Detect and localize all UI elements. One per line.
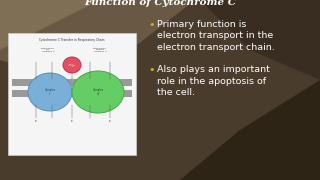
Polygon shape <box>0 0 100 50</box>
Text: Cytochrome
Oxidase
Complex IV: Cytochrome Oxidase Complex IV <box>93 48 107 52</box>
Ellipse shape <box>72 71 124 113</box>
Ellipse shape <box>63 57 81 73</box>
Polygon shape <box>200 0 320 80</box>
Bar <box>12 90 132 97</box>
Text: the cell.: the cell. <box>157 88 195 97</box>
Text: Also plays an important: Also plays an important <box>157 65 270 74</box>
Text: Complex
III: Complex III <box>44 88 56 96</box>
Text: e-: e- <box>108 119 111 123</box>
Text: Complex
IV: Complex IV <box>92 88 104 96</box>
Text: electron transport chain.: electron transport chain. <box>157 43 275 52</box>
Text: electron transport in the: electron transport in the <box>157 31 273 40</box>
Text: e-: e- <box>35 119 37 123</box>
Text: role in the apoptosis of: role in the apoptosis of <box>157 76 266 86</box>
Text: Cytochrome C Transfer in Respiratory Chain: Cytochrome C Transfer in Respiratory Cha… <box>39 38 105 42</box>
Text: Primary function is: Primary function is <box>157 20 246 29</box>
Text: •: • <box>148 65 155 75</box>
FancyBboxPatch shape <box>8 33 136 155</box>
Text: Cytochrome
bc1
Complex III: Cytochrome bc1 Complex III <box>41 48 55 52</box>
Polygon shape <box>180 80 320 180</box>
Text: e-: e- <box>71 119 73 123</box>
Text: Function of Cytochrome C: Function of Cytochrome C <box>84 0 236 7</box>
Bar <box>12 79 132 86</box>
Text: •: • <box>148 20 155 30</box>
Text: Cyto-
chrome
c: Cyto- chrome c <box>68 63 76 67</box>
Polygon shape <box>0 0 195 85</box>
Ellipse shape <box>28 73 72 111</box>
